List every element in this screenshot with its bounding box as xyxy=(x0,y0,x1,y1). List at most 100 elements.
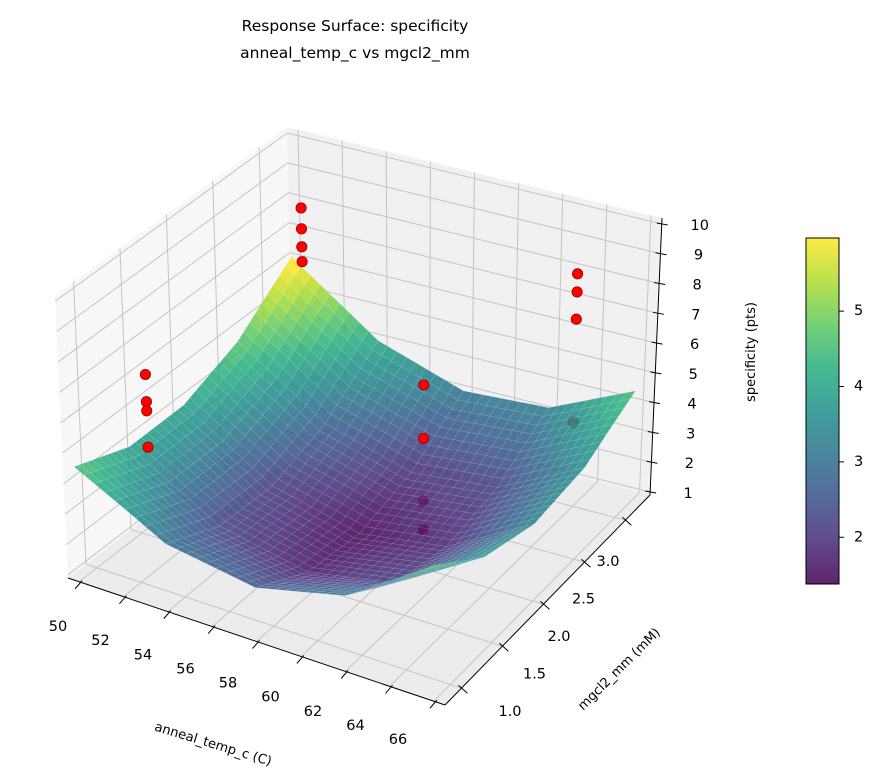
colorbar: 2 3 4 5 xyxy=(805,237,863,585)
scatter-point xyxy=(571,286,583,298)
y-tick-mark xyxy=(458,684,468,694)
gridline xyxy=(639,215,652,493)
x-tick-mark xyxy=(163,610,172,619)
scatter-point xyxy=(139,368,151,381)
surface-facet xyxy=(602,415,620,428)
surface-facet xyxy=(424,564,441,570)
gridline xyxy=(73,281,87,565)
surface-facet xyxy=(608,407,625,419)
gridline xyxy=(59,222,290,393)
scatter-point xyxy=(296,241,308,253)
z-tick-mark xyxy=(651,341,663,345)
z-tick-label: 10 xyxy=(691,218,709,234)
colorbar-gradient xyxy=(806,238,839,584)
surface-facet xyxy=(540,498,558,509)
y-tick-mark xyxy=(499,642,509,652)
z-tick-mark xyxy=(652,311,664,315)
z-tick-label: 6 xyxy=(690,337,699,353)
z-tick-mark xyxy=(645,490,657,494)
surface-facet xyxy=(546,492,563,502)
scatter-point xyxy=(295,223,308,235)
x-tick-label: 52 xyxy=(91,633,109,649)
x-axis-label: anneal_temp_c (C) xyxy=(153,720,274,767)
surface-facet xyxy=(523,517,541,527)
x-tick-mark xyxy=(296,655,305,664)
gridline xyxy=(60,252,291,424)
scatter-point xyxy=(296,256,308,268)
surface-facet xyxy=(579,450,597,462)
gridline xyxy=(389,481,598,687)
colorbar-frame xyxy=(805,237,840,585)
gridline xyxy=(57,192,289,363)
y-axis-line xyxy=(444,494,651,706)
surface xyxy=(73,256,637,596)
z-tick-label: 8 xyxy=(693,278,702,294)
y-tick-mark xyxy=(581,558,591,568)
z-tick-mark xyxy=(646,460,658,464)
gridline xyxy=(56,162,289,332)
gridline xyxy=(287,132,662,225)
y-tick-label: 2.5 xyxy=(572,592,595,608)
colorbar-tick-label: 5 xyxy=(854,303,863,319)
z-axis-label: specificity (pts) xyxy=(744,302,759,402)
gridline xyxy=(61,282,291,454)
colorbar-tick-label: 4 xyxy=(854,379,863,395)
x-tick-label: 56 xyxy=(176,661,194,677)
x-tick-mark xyxy=(385,684,393,694)
y-tick-label: 1.0 xyxy=(498,704,521,720)
x-tick-label: 58 xyxy=(219,676,237,692)
x-tick-mark xyxy=(74,580,83,590)
x-tick-label: 62 xyxy=(304,704,322,720)
gridline xyxy=(433,492,640,702)
z-tick-label: 7 xyxy=(691,307,700,323)
surface-facet xyxy=(502,534,518,542)
scatter-front xyxy=(139,202,584,453)
surface-facet xyxy=(435,562,452,568)
z-tick-mark xyxy=(648,401,661,405)
x-tick-mark xyxy=(429,699,438,709)
gridline xyxy=(288,222,658,314)
z-tick-label: 5 xyxy=(689,367,698,383)
gridline xyxy=(289,252,657,344)
z-tick-label: 2 xyxy=(685,456,694,472)
scatter-point xyxy=(572,268,584,280)
x-tick-label: 54 xyxy=(134,647,152,663)
x-tick-mark xyxy=(207,625,216,634)
gridline xyxy=(288,192,660,285)
y-tick-label: 1.5 xyxy=(523,667,546,683)
surface-facet xyxy=(551,486,569,496)
z-tick-mark xyxy=(656,222,668,226)
surface-facet xyxy=(613,398,631,411)
y-axis-label: mgcl2_mm (mM) xyxy=(575,625,663,713)
chart-subtitle: anneal_temp_c vs mgcl2_mm xyxy=(240,44,470,63)
gridline xyxy=(85,563,462,689)
y-tick-mark xyxy=(540,600,550,610)
gridline xyxy=(54,132,288,302)
x-tick-mark xyxy=(340,670,349,679)
scatter-point xyxy=(570,313,582,325)
z-tick-label: 4 xyxy=(687,397,696,413)
axes: 5052545658606264661.01.52.02.53.01234567… xyxy=(49,218,709,748)
z-tick-mark xyxy=(650,371,662,375)
z-tick-label: 3 xyxy=(686,426,695,442)
chart-title: Response Surface: specificity xyxy=(242,17,469,35)
surface-facet xyxy=(529,510,547,521)
z-tick-mark xyxy=(655,252,667,256)
gridline xyxy=(290,281,656,374)
scatter-point xyxy=(141,405,153,417)
x-axis-line xyxy=(67,577,446,706)
scatter-point xyxy=(142,441,154,453)
x-tick-label: 50 xyxy=(49,619,67,635)
x-tick-label: 64 xyxy=(346,718,364,734)
scatter-point xyxy=(418,379,430,391)
surface-facet xyxy=(430,563,446,569)
y-tick-mark xyxy=(622,516,632,526)
scatter-point xyxy=(295,202,307,214)
surface-facet xyxy=(619,390,637,402)
colorbar-tick-label: 2 xyxy=(854,529,863,545)
x-tick-label: 66 xyxy=(389,732,407,748)
y-tick-label: 2.0 xyxy=(547,629,570,645)
x-tick-mark xyxy=(252,640,260,649)
scatter-point xyxy=(417,432,430,444)
